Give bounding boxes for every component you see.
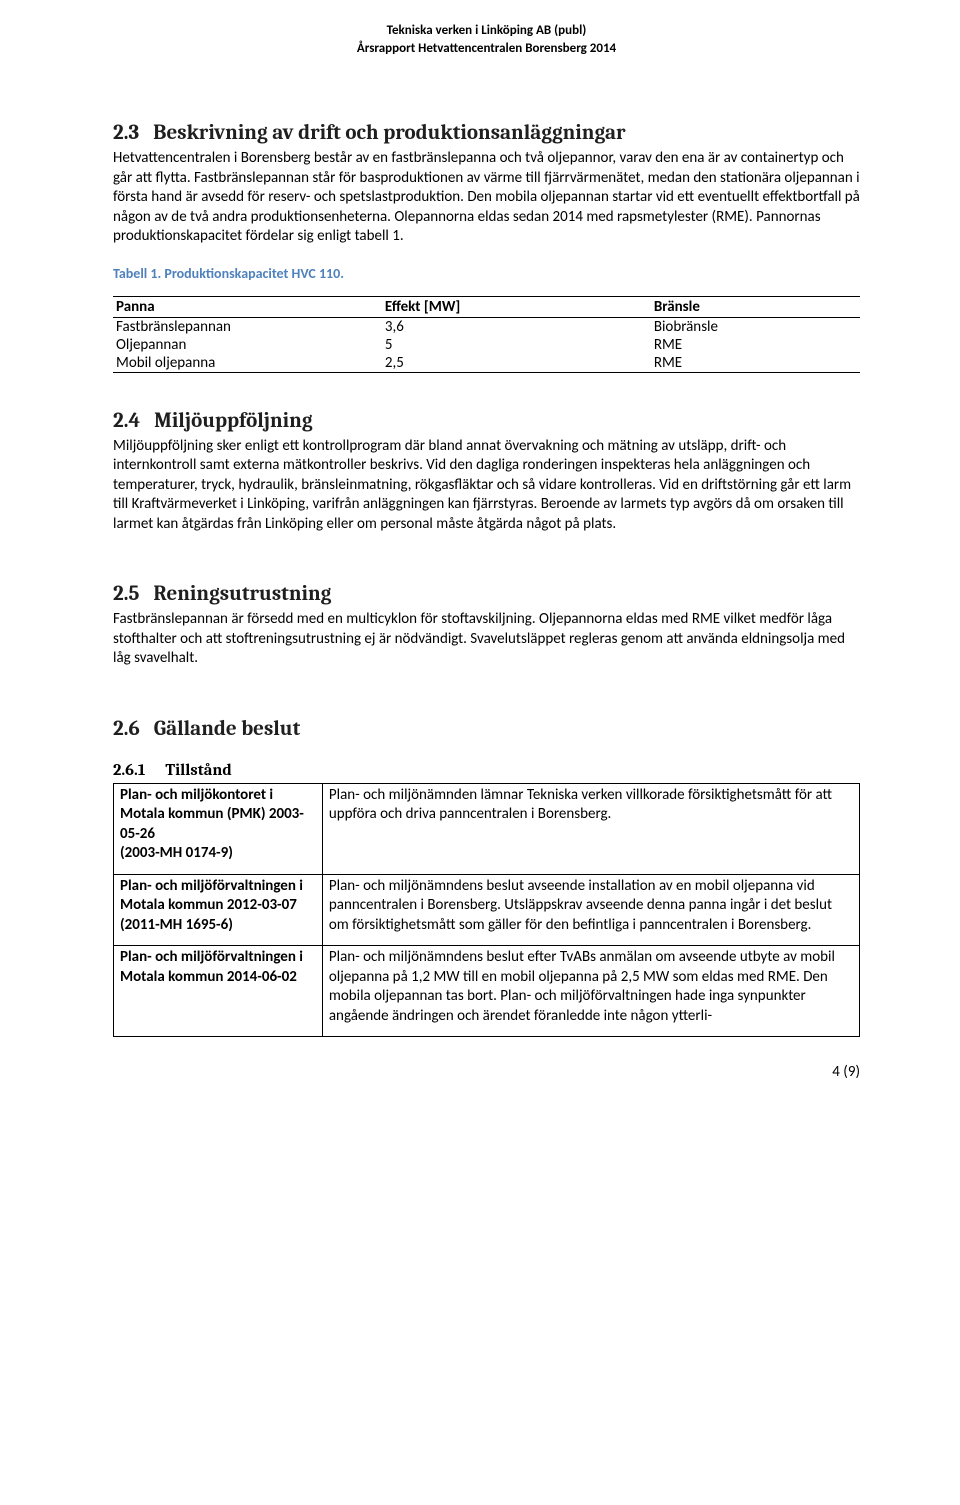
- table-row: Oljepannan 5 RME: [113, 336, 860, 354]
- permit-row: Plan- och miljöförvaltningen i Motala ko…: [114, 946, 860, 1037]
- table-cell: RME: [651, 354, 860, 373]
- table-col-panna: Panna: [113, 296, 382, 317]
- table-header-row: Panna Effekt [MW] Bränsle: [113, 296, 860, 317]
- table-cell: 5: [382, 336, 651, 354]
- table-col-effekt: Effekt [MW]: [382, 296, 651, 317]
- section-2-4-num: 2.4: [113, 409, 140, 433]
- page-footer: 4 (9): [113, 1063, 860, 1081]
- table-cell: 3,6: [382, 317, 651, 336]
- permit-table: Plan- och miljökontoret i Motala kommun …: [113, 783, 860, 1038]
- page-header: Tekniska verken i Linköping AB (publ) År…: [113, 22, 860, 57]
- section-2-4-body: Miljöuppföljning sker enligt ett kontrol…: [113, 437, 860, 535]
- table-cell: Biobränsle: [651, 317, 860, 336]
- section-2-3-heading: 2.3 Beskrivning av drift och produktionsa…: [113, 121, 860, 145]
- section-2-5-title: Reningsutrustning: [153, 582, 331, 606]
- table-cell: 2,5: [382, 354, 651, 373]
- permit-description: Plan- och miljönämnden lämnar Tekniska v…: [322, 783, 859, 874]
- table-cell: Mobil oljepanna: [113, 354, 382, 373]
- section-2-6-1-title: Tillstånd: [165, 761, 231, 780]
- page-number: 4 (9): [832, 1063, 860, 1081]
- section-2-5-heading: 2.5 Reningsutrustning: [113, 582, 860, 606]
- permit-row: Plan- och miljökontoret i Motala kommun …: [114, 783, 860, 874]
- permit-authority: Plan- och miljökontoret i Motala kommun …: [114, 783, 323, 874]
- section-2-6-title: Gällande beslut: [154, 717, 300, 741]
- section-2-3-num: 2.3: [113, 121, 139, 145]
- section-2-4-title: Miljöuppföljning: [154, 409, 312, 433]
- header-line2: Årsrapport Hetvattencentralen Borensberg…: [113, 40, 860, 58]
- permit-description: Plan- och miljönämndens beslut avseende …: [322, 874, 859, 946]
- section-2-3-title: Beskrivning av drift och produktionsanlä…: [153, 121, 625, 145]
- section-2-6-heading: 2.6 Gällande beslut: [113, 717, 860, 741]
- section-2-6-1-heading: 2.6.1 Tillstånd: [113, 761, 860, 780]
- section-2-5-num: 2.5: [113, 582, 139, 606]
- production-capacity-table: Panna Effekt [MW] Bränsle Fastbränslepan…: [113, 296, 860, 373]
- table-cell: Fastbränslepannan: [113, 317, 382, 336]
- header-line1: Tekniska verken i Linköping AB (publ): [113, 22, 860, 40]
- permit-description: Plan- och miljönämndens beslut efter TvA…: [322, 946, 859, 1037]
- table-cell: Oljepannan: [113, 336, 382, 354]
- permit-authority: Plan- och miljöförvaltningen i Motala ko…: [114, 874, 323, 946]
- document-page: Tekniska verken i Linköping AB (publ) År…: [0, 0, 960, 1116]
- section-2-6-num: 2.6: [113, 717, 140, 741]
- section-2-4-heading: 2.4 Miljöuppföljning: [113, 409, 860, 433]
- table-row: Fastbränslepannan 3,6 Biobränsle: [113, 317, 860, 336]
- permit-authority: Plan- och miljöförvaltningen i Motala ko…: [114, 946, 323, 1037]
- permit-row: Plan- och miljöförvaltningen i Motala ko…: [114, 874, 860, 946]
- section-2-5-body: Fastbränslepannan är försedd med en mult…: [113, 610, 860, 669]
- table-cell: RME: [651, 336, 860, 354]
- table-row: Mobil oljepanna 2,5 RME: [113, 354, 860, 373]
- section-2-3-body: Hetvattencentralen i Borensberg består a…: [113, 149, 860, 247]
- section-2-6-1-num: 2.6.1: [113, 761, 145, 780]
- table-1-caption: Tabell 1. Produktionskapacitet HVC 110.: [113, 265, 860, 282]
- table-col-bransle: Bränsle: [651, 296, 860, 317]
